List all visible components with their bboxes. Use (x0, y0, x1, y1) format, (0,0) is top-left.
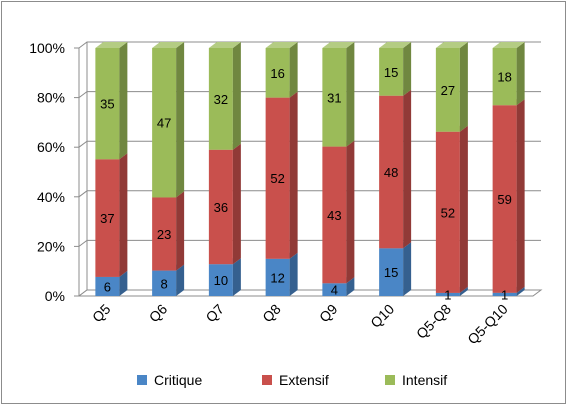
bars (95, 42, 525, 296)
x-tick-label: Q5 (89, 301, 114, 326)
data-label-intensif: 31 (327, 90, 341, 105)
data-label-critique: 8 (161, 276, 168, 291)
bar-segment-extensif (152, 191, 185, 271)
gridline (78, 190, 541, 198)
bar-segment-extensif (208, 143, 241, 265)
data-label-extensif: 52 (441, 205, 455, 220)
y-tick-label: 80% (37, 90, 65, 106)
x-tick-label: Q9 (316, 301, 341, 326)
x-tick-label: Q5-Q10 (464, 301, 511, 348)
data-label-intensif: 18 (497, 70, 511, 85)
chart-floor (77, 289, 543, 297)
y-tick-label: 0% (45, 288, 65, 304)
legend-swatch (385, 375, 395, 385)
bar-segment-intensif (322, 42, 355, 147)
data-label-intensif: 15 (384, 65, 398, 80)
gridline (78, 140, 541, 148)
bar-segment-intensif (435, 42, 468, 132)
axes (74, 42, 543, 297)
legend-item-extensif: Extensif (262, 372, 329, 388)
gridline (78, 91, 541, 98)
data-label-critique: 15 (384, 265, 398, 280)
y-tick-labels: 0% 20% 40% 60% 80% 100% (29, 40, 65, 304)
gridline (78, 239, 541, 247)
data-label-intensif: 16 (270, 66, 284, 81)
legend-label: Intensif (402, 372, 447, 388)
legend: Critique Extensif Intensif (137, 372, 447, 388)
data-label-intensif: 35 (100, 97, 114, 112)
bar-segment-extensif (322, 140, 355, 284)
data-label-critique: 10 (214, 273, 228, 288)
data-label-extensif: 36 (214, 200, 228, 215)
data-label-intensif: 47 (157, 116, 171, 131)
bar-segment-extensif (379, 89, 412, 249)
data-label-critique: 1 (501, 287, 508, 302)
legend-item-critique: Critique (137, 372, 202, 388)
data-labels: 6 37 35 8 23 47 10 36 32 12 52 16 4 43 31 15 48 15 1 52 27 1 5… (100, 65, 512, 303)
y-tick-label: 60% (37, 139, 65, 155)
bar-segment-intensif (95, 42, 128, 160)
data-label-critique: 6 (104, 279, 111, 294)
x-tick-label: Q6 (146, 301, 171, 326)
legend-swatch (262, 375, 272, 385)
x-tick-label: Q7 (202, 301, 227, 326)
y-tick-label: 20% (37, 238, 65, 254)
x-tick-label: Q10 (367, 301, 397, 331)
bar-segment-extensif (265, 91, 298, 259)
bar-segment-intensif (492, 42, 525, 106)
data-label-extensif: 37 (100, 211, 114, 226)
bar-segment-intensif (152, 42, 185, 198)
data-label-extensif: 48 (384, 165, 398, 180)
y-tick-label: 40% (37, 189, 65, 205)
bar-segment-intensif (265, 42, 298, 98)
legend-label: Critique (154, 372, 202, 388)
legend-item-intensif: Intensif (385, 372, 447, 388)
bar-segment-intensif (208, 42, 241, 150)
x-tick-label: Q5-Q8 (413, 301, 454, 342)
bar-segment-intensif (379, 42, 412, 96)
legend-swatch (137, 375, 147, 385)
data-label-intensif: 27 (441, 83, 455, 98)
x-tick-label: Q8 (259, 301, 284, 326)
gridlines (78, 41, 541, 297)
data-label-critique: 4 (331, 283, 338, 298)
data-label-extensif: 59 (497, 192, 511, 207)
data-label-extensif: 43 (327, 208, 341, 223)
y-tick-label: 100% (29, 40, 65, 56)
data-label-extensif: 52 (270, 171, 284, 186)
data-label-critique: 12 (270, 270, 284, 285)
data-label-critique: 1 (444, 287, 451, 302)
legend-label: Extensif (279, 372, 329, 388)
gridline (78, 41, 541, 49)
data-label-intensif: 32 (214, 92, 228, 107)
x-tick-labels: Q5 Q6 Q7 Q8 Q9 Q10 Q5-Q8 Q5-Q10 (89, 301, 511, 348)
data-label-extensif: 23 (157, 227, 171, 242)
